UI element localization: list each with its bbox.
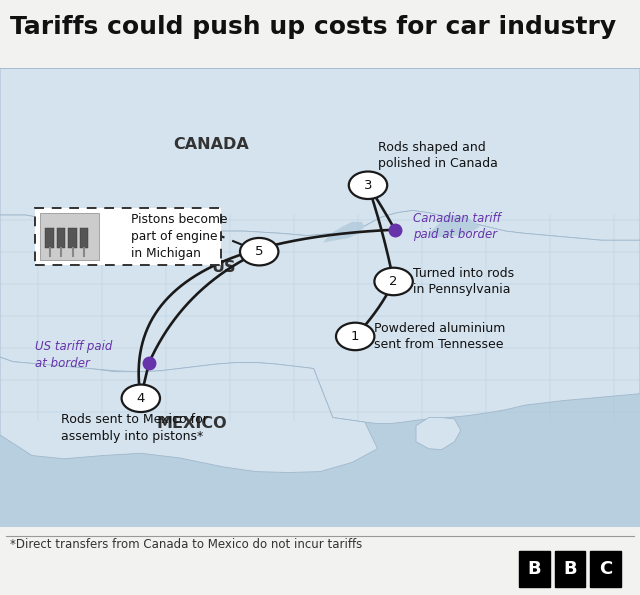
Polygon shape	[429, 215, 480, 238]
Circle shape	[240, 238, 278, 265]
Text: 5: 5	[255, 245, 264, 258]
Circle shape	[349, 171, 387, 199]
Text: *Direct transfers from Canada to Mexico do not incur tariffs: *Direct transfers from Canada to Mexico …	[10, 538, 362, 552]
Text: US: US	[212, 260, 236, 275]
Text: Rods shaped and
polished in Canada: Rods shaped and polished in Canada	[378, 141, 497, 170]
Text: CANADA: CANADA	[173, 136, 249, 152]
Polygon shape	[416, 418, 461, 450]
Bar	[80, 228, 88, 249]
Text: US tariff paid
at border: US tariff paid at border	[35, 340, 113, 369]
Bar	[555, 551, 586, 587]
Bar	[45, 228, 54, 249]
Text: Canadian tariff
paid at border: Canadian tariff paid at border	[413, 212, 500, 241]
Bar	[40, 213, 99, 260]
Polygon shape	[0, 357, 378, 472]
Circle shape	[122, 384, 160, 412]
Bar	[57, 228, 65, 249]
Polygon shape	[0, 68, 640, 240]
Circle shape	[374, 268, 413, 295]
Bar	[35, 208, 221, 265]
Text: 1: 1	[351, 330, 360, 343]
Circle shape	[336, 322, 374, 350]
Text: 3: 3	[364, 178, 372, 192]
Text: Pistons become
part of engine
in Michigan: Pistons become part of engine in Michiga…	[131, 212, 228, 259]
Text: 4: 4	[136, 392, 145, 405]
Polygon shape	[323, 222, 365, 243]
Text: B: B	[563, 560, 577, 578]
Text: Rods sent to Mexico for
assembly into pistons*: Rods sent to Mexico for assembly into pi…	[61, 414, 207, 443]
Bar	[590, 551, 621, 587]
Text: 2: 2	[389, 275, 398, 288]
Bar	[68, 228, 77, 249]
Text: B: B	[528, 560, 541, 578]
Text: MEXICO: MEXICO	[157, 416, 227, 431]
Text: Turned into rods
in Pennsylvania: Turned into rods in Pennsylvania	[413, 267, 514, 296]
Bar	[519, 551, 550, 587]
Polygon shape	[0, 211, 640, 424]
Text: Powdered aluminium
sent from Tennessee: Powdered aluminium sent from Tennessee	[374, 322, 506, 351]
Text: Tariffs could push up costs for car industry: Tariffs could push up costs for car indu…	[10, 15, 616, 39]
Text: C: C	[599, 560, 612, 578]
